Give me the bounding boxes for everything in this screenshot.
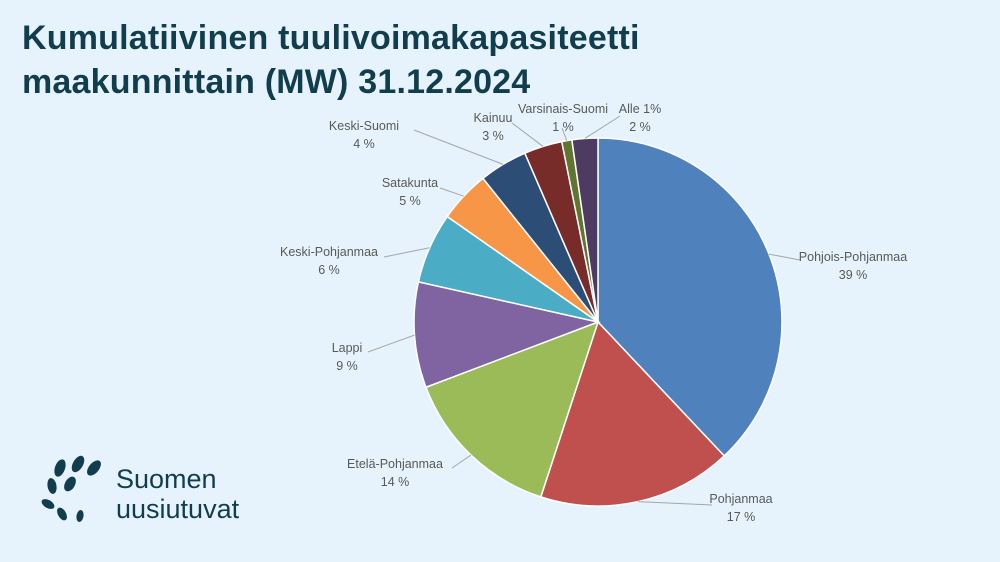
- leader-line: [511, 122, 544, 147]
- slice-percent-label: 2 %: [629, 120, 651, 134]
- leader-line: [413, 129, 504, 165]
- slice-name-label: Varsinais-Suomi: [518, 102, 608, 116]
- slice-name-label: Etelä-Pohjanmaa: [347, 457, 443, 471]
- leaf-logo-icon: [41, 455, 101, 522]
- slice-name-label: Kainuu: [474, 111, 513, 125]
- pie-slice-pohjanmaa: [539, 320, 726, 507]
- slice-percent-label: 1 %: [552, 120, 574, 134]
- leader-line: [768, 253, 801, 261]
- leader-line: [383, 247, 430, 258]
- slice-name-label: Pohjois-Pohjanmaa: [799, 250, 907, 264]
- slice-name-label: Keski-Suomi: [329, 119, 399, 133]
- pie-slice-alle-1-: [571, 137, 599, 323]
- slice-percent-label: 17 %: [727, 510, 756, 524]
- slice-name-label: Pohjanmaa: [709, 492, 772, 506]
- leader-line: [561, 127, 568, 141]
- slice-labels: Pohjois-Pohjanmaa 39 % Pohjanmaa 17 % Etelä-…: [280, 102, 907, 524]
- pie-slice-etel-pohjanmaa: [424, 320, 600, 498]
- chart-title: Kumulatiivinen tuulivoimakapasiteetti ma…: [22, 19, 640, 101]
- slice-percent-label: 5 %: [399, 194, 421, 208]
- slice-percent-label: 39 %: [839, 268, 868, 282]
- slice-percent-label: 9 %: [336, 359, 358, 373]
- brand-logo: Suomen uusiutuvat: [40, 454, 270, 534]
- leader-line: [451, 454, 472, 469]
- leader-line: [584, 115, 621, 139]
- slice-name-label: Lappi: [332, 341, 363, 355]
- leader-lines: [367, 115, 801, 506]
- pie-slice-lappi: [413, 280, 601, 389]
- slice-percent-label: 3 %: [482, 129, 504, 143]
- pie-slices: [413, 137, 783, 507]
- slice-name-label: Keski-Pohjanmaa: [280, 245, 378, 259]
- slice-name-label: Alle 1%: [619, 102, 661, 116]
- slice-name-label: Satakunta: [382, 176, 438, 190]
- leader-line: [638, 501, 713, 506]
- slice-percent-label: 4 %: [353, 137, 375, 151]
- brand-name-line1: Suomen: [116, 464, 217, 494]
- slice-percent-label: 14 %: [381, 475, 410, 489]
- leader-line: [367, 334, 415, 353]
- leader-line: [439, 187, 464, 197]
- slice-percent-label: 6 %: [318, 263, 340, 277]
- pie-slice-pohjois-pohjanmaa: [597, 137, 783, 457]
- brand-name-line2: uusiutuvat: [116, 494, 240, 524]
